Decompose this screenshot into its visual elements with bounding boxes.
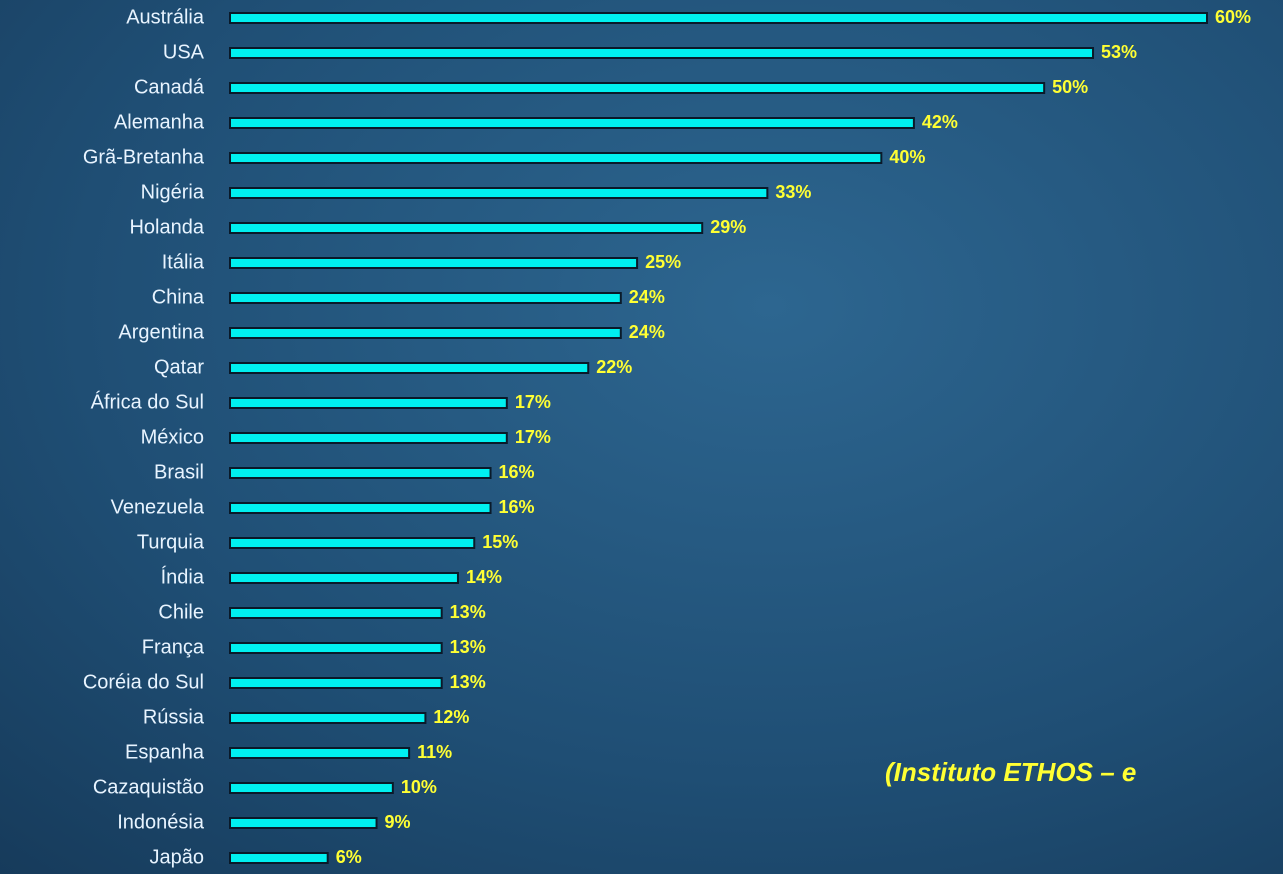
- value-label: 16%: [499, 462, 535, 482]
- value-label: 14%: [466, 567, 502, 587]
- value-label: 15%: [482, 532, 518, 552]
- category-label: Qatar: [154, 356, 204, 378]
- value-label: 24%: [629, 322, 665, 342]
- value-label: 53%: [1101, 42, 1137, 62]
- bar: [229, 502, 492, 514]
- annotation: (Instituto ETHOS – e: [885, 757, 1136, 787]
- bar: [229, 747, 411, 759]
- value-label: 29%: [710, 217, 746, 237]
- value-label: 17%: [515, 392, 551, 412]
- category-label: Japão: [150, 846, 205, 868]
- value-label: 13%: [450, 637, 486, 657]
- category-label: Nigéria: [141, 181, 205, 203]
- value-label: 24%: [629, 287, 665, 307]
- bar: [229, 12, 1208, 24]
- category-label: Canadá: [134, 76, 205, 98]
- value-label: 9%: [385, 812, 411, 832]
- category-label: Turquia: [137, 531, 205, 553]
- bar: [229, 677, 443, 689]
- bar: [229, 607, 443, 619]
- category-label: Espanha: [125, 741, 205, 763]
- bar: [229, 572, 459, 584]
- bar: [229, 712, 427, 724]
- bar: [229, 852, 329, 864]
- bar: [229, 152, 883, 164]
- value-label: 13%: [450, 672, 486, 692]
- category-label: Itália: [162, 251, 205, 273]
- category-label: Holanda: [129, 216, 204, 238]
- value-label: 11%: [417, 742, 452, 762]
- category-label: México: [141, 426, 204, 448]
- value-label: 13%: [450, 602, 486, 622]
- bar: [229, 362, 590, 374]
- value-label: 42%: [922, 112, 958, 132]
- value-label: 22%: [596, 357, 632, 377]
- bar: [229, 537, 476, 549]
- value-label: 50%: [1052, 77, 1088, 97]
- category-label: Índia: [161, 565, 205, 588]
- bar: [229, 467, 492, 479]
- bar: [229, 292, 622, 304]
- value-label: 40%: [889, 147, 925, 167]
- bar: [229, 817, 378, 829]
- bar: [229, 187, 769, 199]
- bar: [229, 82, 1046, 94]
- category-label: Rússia: [143, 706, 205, 728]
- category-label: Brasil: [154, 461, 204, 483]
- category-label: Grã-Bretanha: [83, 146, 205, 168]
- category-label: Argentina: [118, 321, 204, 343]
- bar: [229, 782, 394, 794]
- category-label: Venezuela: [111, 496, 205, 518]
- bar: [229, 47, 1095, 59]
- bar: [229, 432, 508, 444]
- category-label: USA: [163, 41, 205, 63]
- value-label: 16%: [499, 497, 535, 517]
- category-label: Austrália: [126, 6, 205, 28]
- category-label: Coréia do Sul: [83, 671, 204, 693]
- value-label: 60%: [1215, 7, 1251, 27]
- category-label: Chile: [158, 601, 204, 623]
- bar: [229, 257, 639, 269]
- bar: [229, 642, 443, 654]
- bar: [229, 222, 704, 234]
- category-label: Indonésia: [117, 811, 205, 833]
- bar: [229, 397, 508, 409]
- value-label: 10%: [401, 777, 437, 797]
- value-label: 33%: [775, 182, 811, 202]
- category-label: África do Sul: [91, 390, 204, 413]
- category-label: França: [142, 636, 205, 658]
- category-label: China: [152, 286, 205, 308]
- category-label: Cazaquistão: [93, 776, 204, 798]
- value-label: 6%: [336, 847, 362, 867]
- bar: [229, 117, 915, 129]
- value-label: 25%: [645, 252, 681, 272]
- bar: [229, 327, 622, 339]
- value-label: 12%: [433, 707, 469, 727]
- category-label: Alemanha: [114, 111, 205, 133]
- value-label: 17%: [515, 427, 551, 447]
